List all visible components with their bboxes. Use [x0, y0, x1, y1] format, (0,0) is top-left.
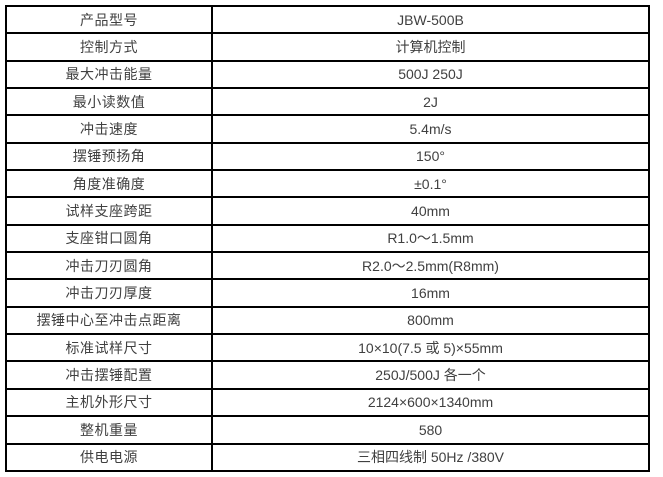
spec-label: 冲击摆锤配置	[5, 360, 213, 390]
spec-label: 标准试样尺寸	[5, 333, 213, 363]
table-row: 冲击刀刃厚度 16mm	[5, 278, 650, 308]
table-row: 产品型号 JBW-500B	[5, 4, 650, 35]
table-row: 摆锤预扬角 150°	[5, 141, 650, 172]
spec-value: 250J/500J 各一个	[211, 360, 650, 390]
spec-value: 10×10(7.5 或 5)×55mm	[211, 333, 650, 363]
spec-value: 500J 250J	[211, 59, 650, 90]
table-row: 摆锤中心至冲击点距离 800mm	[5, 305, 650, 336]
product-spec-table: 产品型号 JBW-500B 控制方式 计算机控制 最大冲击能量 500J 250…	[5, 4, 650, 472]
spec-label: 试样支座跨距	[5, 196, 213, 226]
spec-value: 16mm	[211, 278, 650, 308]
table-row: 最大冲击能量 500J 250J	[5, 59, 650, 90]
spec-label: 冲击刀刃厚度	[5, 278, 213, 308]
spec-label: 主机外形尺寸	[5, 387, 213, 418]
spec-value: R1.0～1.5mm	[211, 223, 650, 254]
table-row: 最小读数值 2J	[5, 87, 650, 117]
table-row: 试样支座跨距 40mm	[5, 196, 650, 226]
spec-label: 支座钳口圆角	[5, 223, 213, 254]
spec-value: 5.4m/s	[211, 114, 650, 144]
spec-label: 控制方式	[5, 32, 213, 62]
spec-value: 580	[211, 415, 650, 445]
spec-label: 最小读数值	[5, 87, 213, 117]
spec-value: R2.0～2.5mm(R8mm)	[211, 251, 650, 281]
table-row: 冲击摆锤配置 250J/500J 各一个	[5, 360, 650, 390]
spec-value: 三相四线制 50Hz /380V	[211, 442, 650, 472]
spec-value: 2124×600×1340mm	[211, 387, 650, 418]
spec-label: 产品型号	[5, 4, 213, 35]
spec-label: 摆锤预扬角	[5, 141, 213, 172]
spec-value: 800mm	[211, 305, 650, 336]
table-row: 支座钳口圆角 R1.0～1.5mm	[5, 223, 650, 254]
spec-value: 计算机控制	[211, 32, 650, 62]
spec-label: 整机重量	[5, 415, 213, 445]
table-row: 角度准确度 ±0.1°	[5, 169, 650, 199]
table-row: 供电电源 三相四线制 50Hz /380V	[5, 442, 650, 472]
table-row: 标准试样尺寸 10×10(7.5 或 5)×55mm	[5, 333, 650, 363]
spec-label: 角度准确度	[5, 169, 213, 199]
table-row: 冲击速度 5.4m/s	[5, 114, 650, 144]
spec-label: 冲击刀刃圆角	[5, 251, 213, 281]
table-row: 冲击刀刃圆角 R2.0～2.5mm(R8mm)	[5, 251, 650, 281]
table-row: 整机重量 580	[5, 415, 650, 445]
spec-table-body: 产品型号 JBW-500B 控制方式 计算机控制 最大冲击能量 500J 250…	[5, 4, 650, 472]
spec-label: 摆锤中心至冲击点距离	[5, 305, 213, 336]
spec-value: 2J	[211, 87, 650, 117]
spec-value: JBW-500B	[211, 4, 650, 35]
table-row: 主机外形尺寸 2124×600×1340mm	[5, 387, 650, 418]
spec-label: 最大冲击能量	[5, 59, 213, 90]
spec-label: 冲击速度	[5, 114, 213, 144]
spec-label: 供电电源	[5, 442, 213, 472]
spec-value: ±0.1°	[211, 169, 650, 199]
spec-value: 40mm	[211, 196, 650, 226]
spec-value: 150°	[211, 141, 650, 172]
table-row: 控制方式 计算机控制	[5, 32, 650, 62]
